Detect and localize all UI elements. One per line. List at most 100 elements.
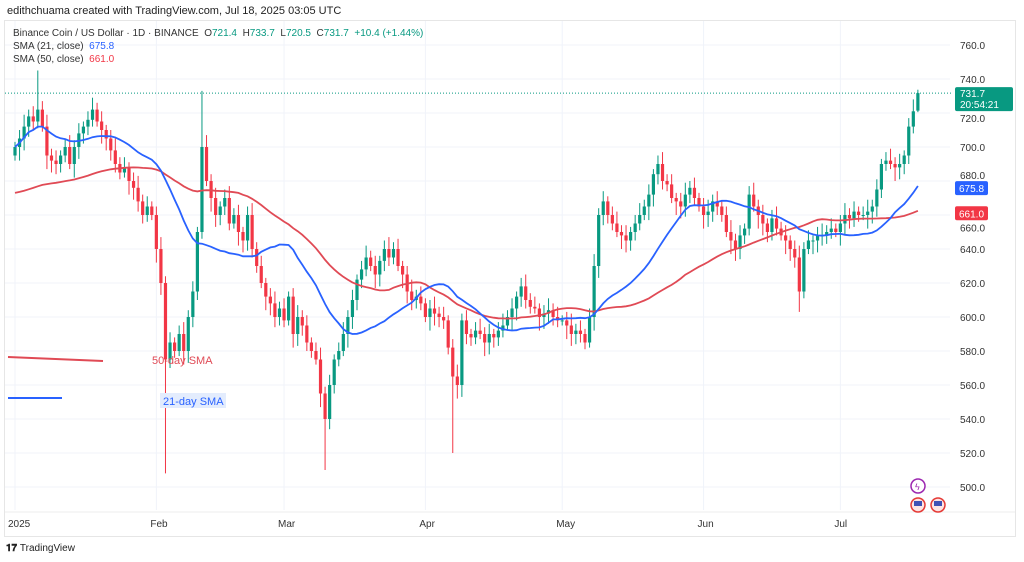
high-value: 733.7 — [249, 28, 275, 39]
y-tick-label: 540.0 — [960, 415, 985, 426]
candle-body — [168, 342, 172, 360]
candle-body — [350, 300, 355, 317]
symbol-title[interactable]: Binance Coin / US Dollar · 1D · BINANCE — [13, 28, 199, 39]
candle-body — [774, 218, 779, 229]
candle-body — [697, 198, 701, 207]
candle-body — [578, 330, 583, 334]
candle-body — [747, 194, 751, 229]
candle-body — [460, 320, 464, 385]
candle-body — [861, 215, 865, 216]
candle-body — [916, 93, 920, 111]
y-tick-label: 580.0 — [960, 347, 985, 358]
candle-body — [236, 215, 241, 232]
lightning-glyph: ϟ — [915, 482, 920, 492]
candle-body — [204, 147, 209, 181]
candle-body — [359, 269, 364, 280]
candle-body — [173, 342, 177, 351]
sma50-tag-value: 661.0 — [959, 209, 984, 220]
candle-body — [100, 121, 104, 130]
candle-body — [711, 201, 715, 212]
candle-body — [127, 167, 131, 181]
x-tick-label: 2025 — [8, 519, 31, 530]
candle-body — [369, 257, 373, 266]
candle-body — [793, 249, 797, 258]
flag-canton — [914, 501, 922, 506]
candle-body — [442, 317, 446, 321]
open-value: 721.4 — [211, 28, 237, 39]
candle-body — [688, 187, 692, 195]
candle-body — [27, 116, 31, 127]
y-tick-label: 720.0 — [960, 114, 985, 125]
sma21-label[interactable]: SMA (21, close) — [13, 41, 84, 52]
candle-body — [287, 296, 291, 321]
candle-body — [888, 160, 893, 164]
close-value: 731.7 — [323, 28, 349, 39]
candle-body — [560, 320, 564, 322]
candle-body — [674, 198, 678, 202]
candle-body — [291, 296, 295, 334]
candle-body — [510, 308, 514, 317]
sma50-label[interactable]: SMA (50, close) — [13, 54, 84, 65]
candle-body — [341, 334, 345, 351]
last-price-tag — [955, 87, 1013, 112]
candle-body — [720, 206, 724, 215]
y-tick-label: 660.0 — [960, 223, 985, 234]
candle-body — [241, 232, 245, 241]
candle-body — [519, 286, 523, 297]
candle-body — [282, 308, 286, 321]
y-tick-label: 620.0 — [960, 279, 985, 290]
candle-body — [109, 138, 113, 151]
candle-body — [679, 201, 683, 207]
y-tick-label: 600.0 — [960, 313, 985, 324]
candle-body — [537, 308, 541, 317]
candle-body — [706, 211, 710, 215]
candle-body — [597, 215, 601, 266]
candle-body — [68, 147, 72, 164]
candle-body — [852, 211, 856, 219]
candle-body — [305, 325, 309, 343]
chart-credit: edithchuama created with TradingView.com… — [7, 5, 342, 17]
candle-body — [54, 160, 58, 164]
y-tick-label: 700.0 — [960, 143, 985, 154]
chart-legend: Binance Coin / US Dollar · 1D · BINANCE … — [13, 28, 424, 65]
lightning-event-icon — [910, 478, 926, 494]
candle-body — [382, 249, 386, 261]
candle-body — [601, 201, 605, 215]
candle-body — [346, 317, 350, 334]
candle-body — [606, 201, 610, 215]
candle-body — [195, 232, 199, 292]
candle-body — [131, 181, 136, 188]
candle-body — [86, 119, 90, 127]
tradingview-logo: 𝟏𝟕 TradingView — [6, 543, 75, 554]
candle-body — [565, 320, 569, 326]
candle-body — [583, 334, 587, 343]
candle-body — [428, 308, 432, 317]
candle-body — [665, 181, 669, 185]
candle-body — [122, 167, 127, 173]
candle-body — [802, 249, 806, 292]
candle-body — [259, 266, 263, 283]
candle-body — [232, 215, 236, 224]
candle-body — [45, 126, 49, 156]
sma50-value: 661.0 — [89, 54, 115, 65]
sma21-annotation-bg — [160, 393, 226, 408]
candle-body — [95, 109, 99, 122]
flag-canton — [934, 501, 942, 506]
candle-body — [670, 184, 674, 198]
x-tick-label: Feb — [150, 519, 168, 530]
candle-body — [145, 206, 149, 215]
candle-body — [806, 240, 811, 249]
chart-frame — [4, 20, 1016, 537]
candle-body — [902, 155, 906, 164]
candle-body — [214, 198, 218, 215]
y-tick-label: 520.0 — [960, 449, 985, 460]
candle-body — [423, 303, 427, 317]
candle-body — [31, 116, 35, 122]
candle-body — [866, 211, 870, 215]
candle-body — [432, 308, 437, 314]
candle-body — [419, 296, 423, 304]
candle-body — [633, 223, 637, 232]
candle-body — [455, 376, 459, 385]
candle-body — [587, 317, 592, 343]
